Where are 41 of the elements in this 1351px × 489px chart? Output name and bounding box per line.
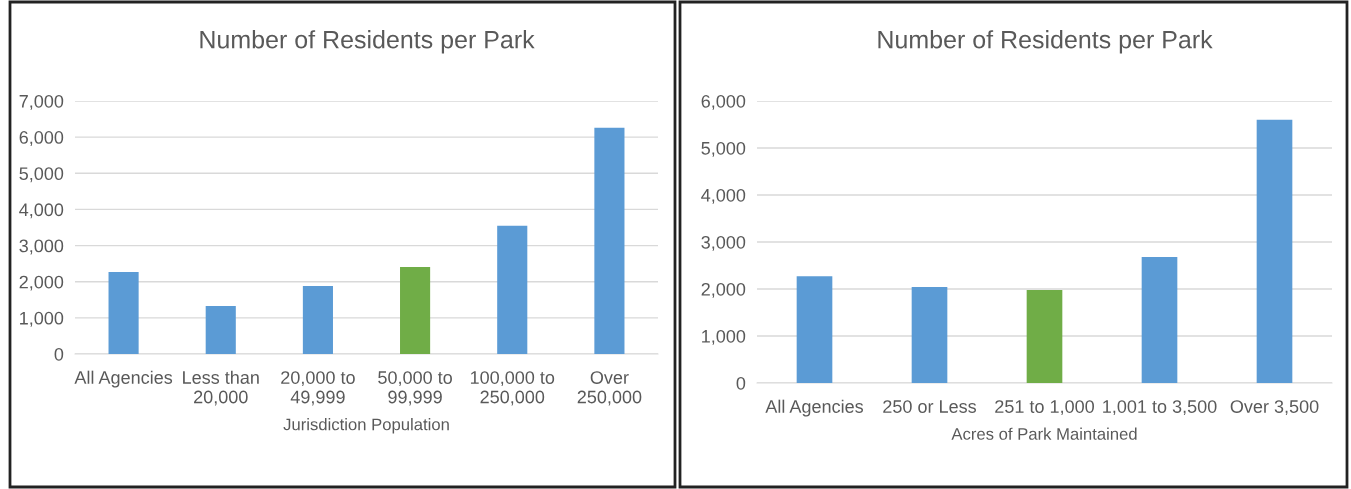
x-tick-label: 20,000 to 49,999 xyxy=(281,371,355,406)
y-tick-label: 7,000 xyxy=(19,94,64,110)
bar xyxy=(400,266,431,354)
x-tick-label: Over 250,000 xyxy=(577,371,642,406)
chart-title: Number of Residents per Park xyxy=(878,30,1213,54)
y-tick-label: 5,000 xyxy=(19,167,64,183)
x-tick-label: 251 to 1,000 xyxy=(995,400,1094,416)
y-tick-label: 2,000 xyxy=(701,282,746,298)
x-tick-label: 250 or Less xyxy=(883,400,977,413)
bar xyxy=(911,287,948,383)
chart-title: Number of Residents per Park xyxy=(200,30,535,54)
y-tick-label: 3,000 xyxy=(19,239,64,255)
bar xyxy=(1256,119,1293,383)
x-tick-label: 50,000 to 99,999 xyxy=(378,371,452,406)
bar xyxy=(497,225,528,354)
y-tick-label: 6,000 xyxy=(701,94,746,110)
x-tick-label: 1,001 to 3,500 xyxy=(1103,400,1217,416)
y-tick-label: 6,000 xyxy=(19,131,64,146)
bar xyxy=(302,286,333,354)
bar xyxy=(796,276,833,383)
y-tick-label: 4,000 xyxy=(701,188,746,204)
y-tick-label: 1,000 xyxy=(20,311,64,327)
x-tick-label: All Agencies xyxy=(765,399,864,417)
bar xyxy=(108,271,139,354)
y-tick-label: 4,000 xyxy=(19,203,64,219)
x-tick-label: All Agencies xyxy=(74,370,173,388)
y-tick-label: 1,000 xyxy=(702,329,746,345)
x-tick-label: 100,000 to 250,000 xyxy=(470,371,555,406)
y-tick-label: 2,000 xyxy=(19,275,64,291)
y-tick-label: 0 xyxy=(54,347,64,361)
bar xyxy=(594,127,625,354)
x-tick-label: Less than 20,000 xyxy=(183,370,259,406)
x-axis-title: Acres of Park Maintained xyxy=(951,427,1137,440)
y-tick-label: 0 xyxy=(736,376,746,390)
bar xyxy=(205,305,236,354)
y-tick-label: 3,000 xyxy=(701,235,746,251)
bar xyxy=(1141,257,1178,383)
x-axis-title: Jurisdiction Population xyxy=(283,418,449,434)
x-tick-label: Over 3,500 xyxy=(1230,400,1319,416)
y-tick-label: 5,000 xyxy=(701,141,746,157)
bar xyxy=(1026,289,1063,383)
